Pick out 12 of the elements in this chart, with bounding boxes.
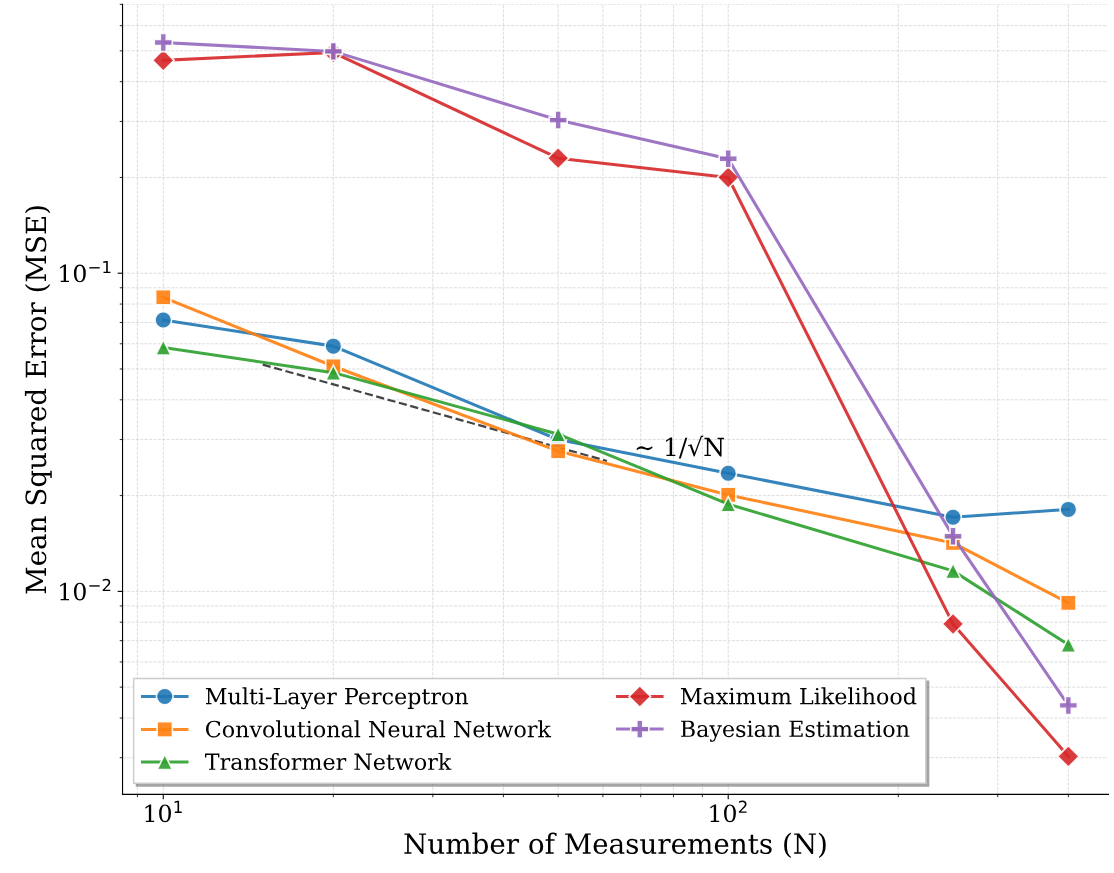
legend-label: Transformer Network <box>204 752 452 771</box>
y-axis-title: Mean Squared Error (MSE) <box>24 206 52 594</box>
legend-label: Multi-Layer Perceptron <box>205 687 469 710</box>
x-tick-label: 10$^{2}$ <box>710 800 747 823</box>
legend-label: Convolutional Neural Network <box>206 720 552 738</box>
y-tick-label: 10$^{−2}$ <box>60 578 111 601</box>
y-tick-label: 10$^{−1}$ <box>60 260 111 283</box>
x-tick-label: 10$^{1}$ <box>145 800 182 823</box>
legend-label: Maximum Likelihood <box>680 687 917 705</box>
x-axis-title: Number of Measurements (N) <box>404 832 826 858</box>
annotation: ∼ 1/√N <box>636 435 724 459</box>
legend-label: Bayesian Estimation <box>681 720 910 742</box>
